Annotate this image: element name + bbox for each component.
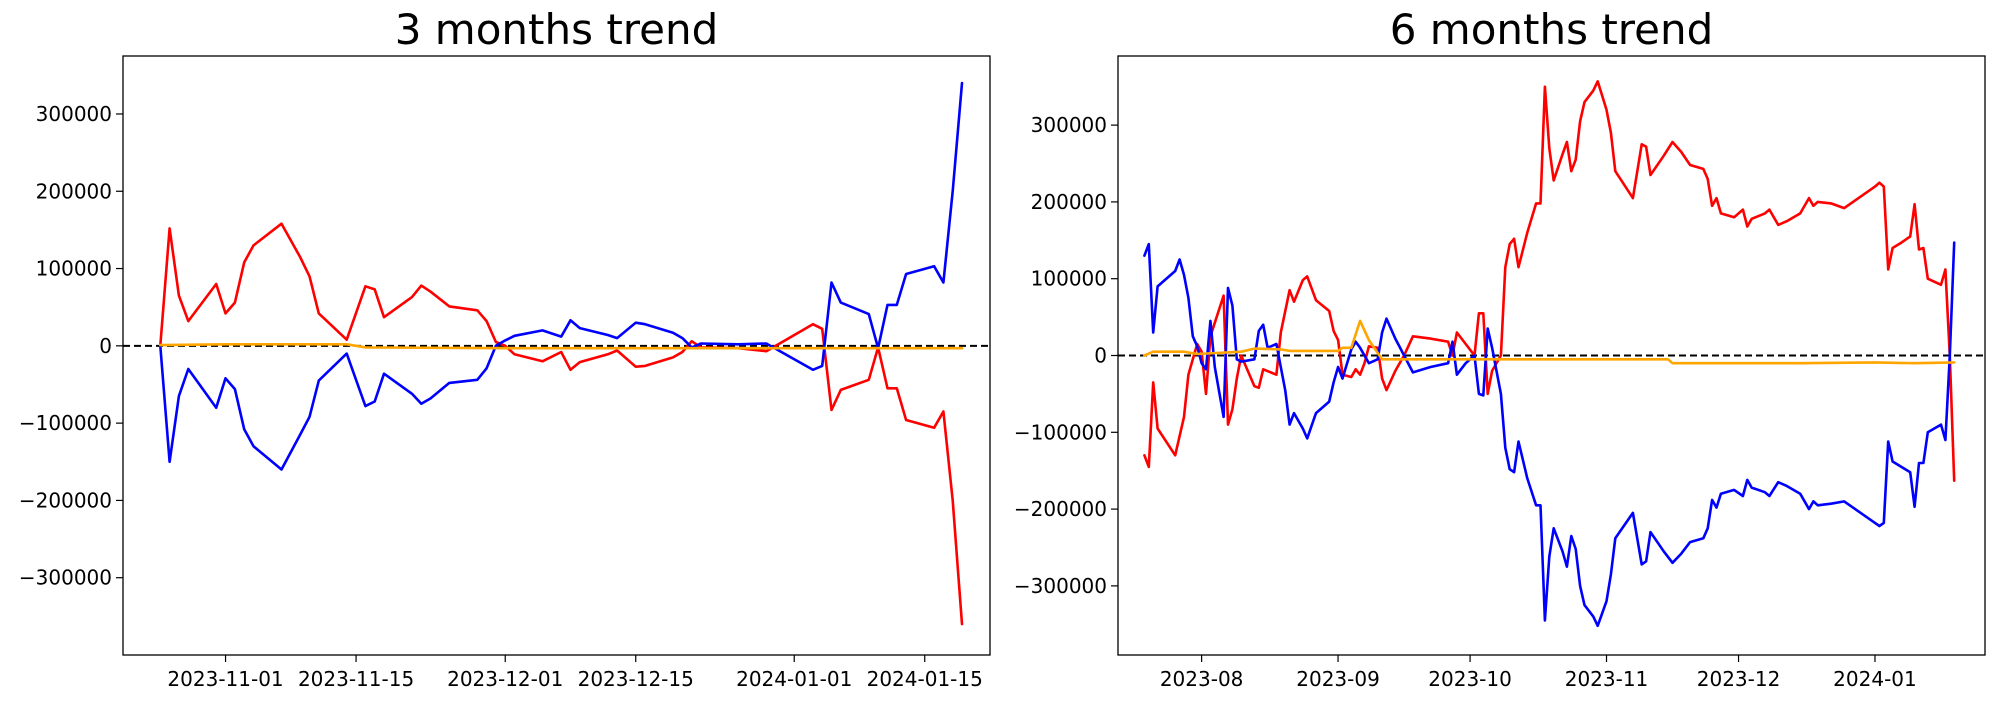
x-tick-label: 2024-01-15 [867, 667, 983, 691]
y-tick-label: −100000 [1014, 420, 1107, 444]
x-tick-label: 2023-08 [1160, 667, 1244, 691]
y-tick-label: 0 [1094, 344, 1107, 368]
chart-panel-2: 6 months trend 300000 200000 100000 0 −100000… [1014, 5, 1986, 691]
x-tick-label: 2023-09 [1296, 667, 1380, 691]
x-tick-label: 2023-12 [1697, 667, 1781, 691]
y-tick-label: 300000 [36, 102, 112, 126]
x-tick-label: 2023-11-15 [298, 667, 414, 691]
x-tick-label: 2023-11-01 [167, 667, 283, 691]
chart-title: 3 months trend [395, 5, 719, 54]
y-tick-label: 200000 [36, 179, 112, 203]
y-tick-label: 200000 [1031, 190, 1107, 214]
series-line-1 [159, 222, 964, 626]
y-tick-label: −200000 [19, 488, 112, 512]
x-tick-label: 2024-01 [1833, 667, 1917, 691]
chart-panel-1: 3 months trend 300000 200000 100000 0 −100000… [19, 5, 991, 691]
y-tick-label: 300000 [1031, 113, 1107, 137]
y-tick-label: −200000 [1014, 497, 1107, 521]
y-tick-label: 100000 [1031, 267, 1107, 291]
x-tick-label: 2024-01-01 [736, 667, 852, 691]
y-tick-label: −100000 [19, 411, 112, 435]
x-tick-label: 2023-10 [1428, 667, 1512, 691]
chart-title: 6 months trend [1390, 5, 1714, 54]
y-tick-label: 100000 [36, 257, 112, 281]
series-line-2 [159, 81, 964, 471]
y-tick-label: −300000 [19, 566, 112, 590]
y-tick-label: −300000 [1014, 574, 1107, 598]
plot-area [1118, 80, 1985, 628]
x-tick-label: 2023-11 [1565, 667, 1649, 691]
series-line-2 [1143, 241, 1956, 628]
axes-frame [1117, 55, 1986, 656]
x-tick-label: 2023-12-15 [578, 667, 694, 691]
plot-area [123, 81, 990, 626]
series-line-3 [159, 342, 964, 350]
x-tick-label: 2023-12-01 [447, 667, 563, 691]
axes-frame [122, 55, 991, 656]
series-line-3 [1143, 319, 1956, 365]
y-tick-label: 0 [99, 334, 112, 358]
series-line-1 [1143, 80, 1956, 483]
